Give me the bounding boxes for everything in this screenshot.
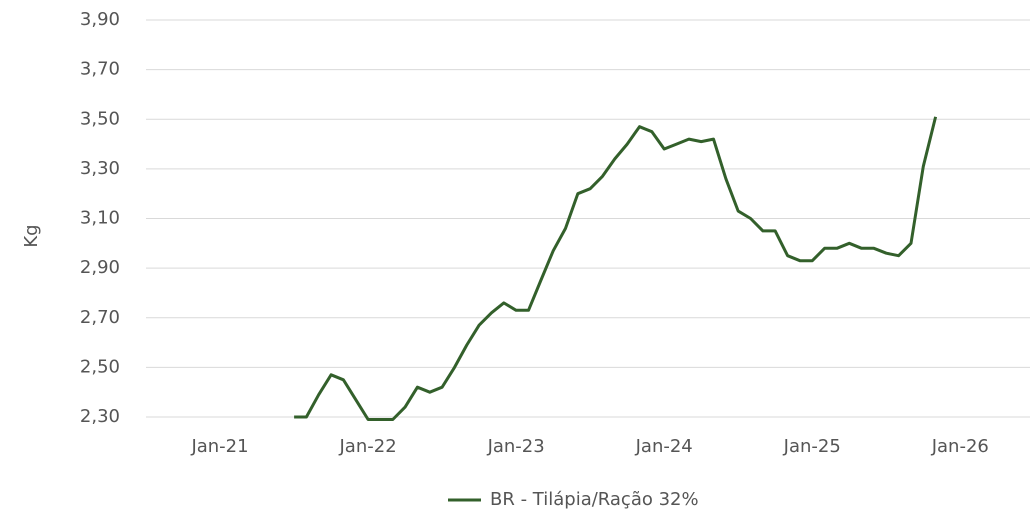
- x-tick-label: Jan-22: [339, 436, 397, 457]
- x-tick-label: Jan-26: [931, 436, 989, 457]
- line-series: [294, 116, 938, 421]
- x-tick-label: Jan-23: [487, 436, 545, 457]
- y-tick-label: 3,90: [80, 9, 120, 30]
- x-tick-label: Jan-25: [783, 436, 841, 457]
- y-tick-label: 2,30: [80, 406, 120, 427]
- y-tick-label: 2,90: [80, 257, 120, 278]
- y-tick-label: 3,10: [80, 208, 120, 229]
- y-tick-label: 2,70: [80, 307, 120, 328]
- y-tick-label: 3,30: [80, 158, 120, 179]
- y-tick-label: 3,70: [80, 59, 120, 80]
- x-tick-label: Jan-21: [190, 436, 248, 457]
- legend-label: BR - Tilápia/Ração 32%: [490, 489, 699, 510]
- x-tick-label: Jan-24: [635, 436, 693, 457]
- y-tick-label: 2,50: [80, 356, 120, 377]
- y-axis-label: Kg: [21, 224, 42, 247]
- y-tick-label: 3,50: [80, 108, 120, 129]
